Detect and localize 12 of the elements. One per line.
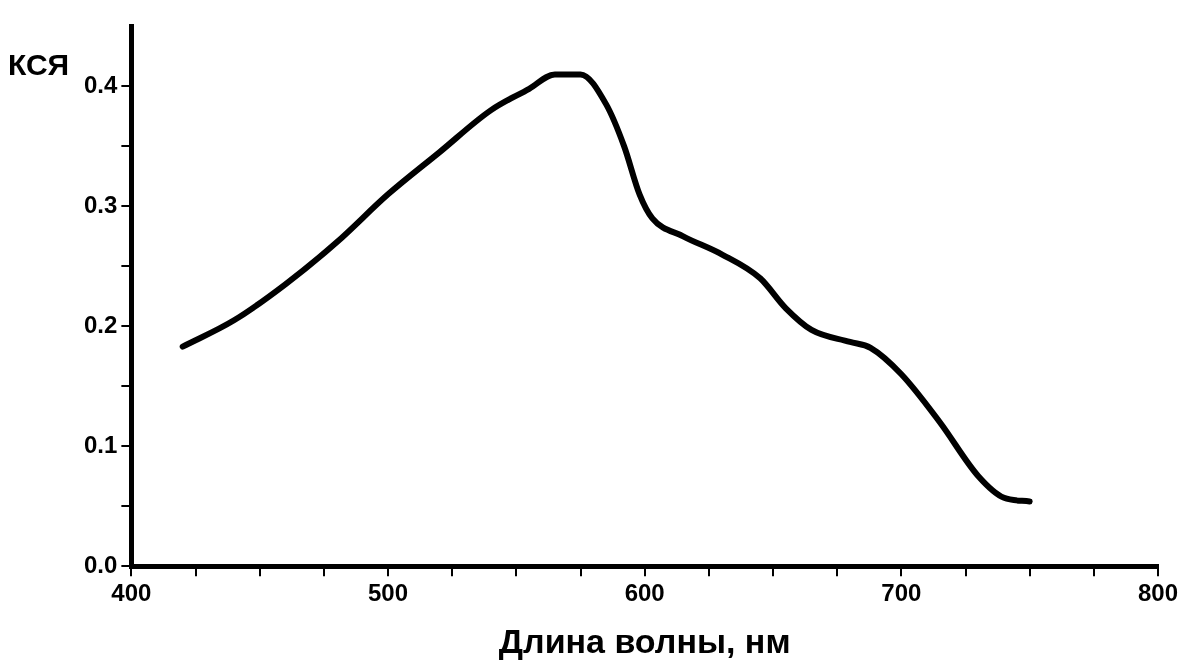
x-tick-label: 800 (1137, 579, 1179, 607)
x-tick-label: 600 (624, 579, 665, 607)
y-tick-label: 0.3 (83, 190, 118, 218)
x-tick-label: 700 (881, 579, 922, 607)
x-tick-label: 500 (368, 579, 409, 607)
y-tick-label: 0.1 (83, 430, 118, 458)
y-axis-title: КСЯ (8, 47, 70, 81)
y-tick-label: 0.0 (83, 550, 118, 578)
x-tick-label: 400 (111, 579, 152, 607)
x-axis-title: Длина волны, нм (498, 622, 791, 661)
y-tick-label: 0.4 (83, 71, 118, 98)
y-tick-label: 0.2 (83, 310, 118, 338)
